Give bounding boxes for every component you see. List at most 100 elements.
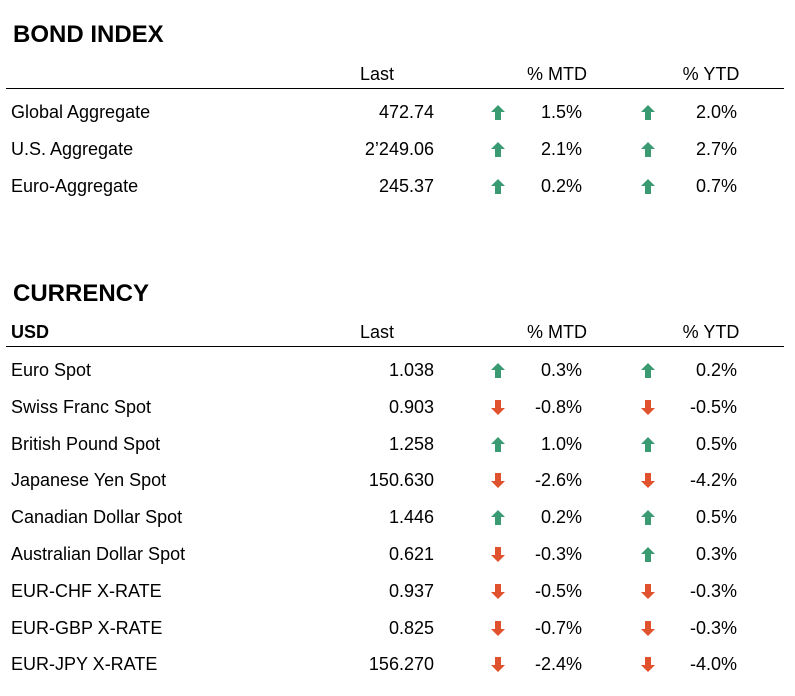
table-row: Australian Dollar Spot 0.621 -0.3% 0.3%: [6, 536, 784, 573]
table-row: Euro Spot 1.038 0.3% 0.2%: [6, 352, 784, 389]
mtd-direction: [490, 472, 506, 489]
bond-index-section: BOND INDEX Last % MTD % YTD Global Aggre…: [6, 0, 784, 210]
currency-header-row: USD Last % MTD % YTD: [6, 320, 784, 347]
mtd-direction: [490, 546, 506, 563]
row-name: Global Aggregate: [11, 102, 151, 122]
row-name: EUR-GBP X-RATE: [11, 617, 163, 638]
ytd-direction: [640, 141, 656, 158]
row-name: British Pound Spot: [11, 433, 161, 454]
row-mtd-value: 0.3%: [540, 360, 582, 380]
ytd-direction: [640, 436, 656, 453]
arrow-up-icon: [641, 436, 655, 452]
table-row: Canadian Dollar Spot 1.446 0.2% 0.5%: [6, 499, 784, 536]
row-last-value: 1.446: [388, 507, 434, 528]
mtd-direction: [490, 656, 506, 673]
currency-rows: Euro Spot 1.038 0.3% 0.2% Swiss Franc Spot 0.…: [6, 352, 784, 683]
row-last-value: 150.630: [368, 470, 434, 491]
currency-header-ytd: % YTD: [682, 322, 740, 342]
arrow-up-icon: [491, 105, 505, 120]
ytd-direction: [640, 362, 656, 379]
ytd-direction: [640, 472, 656, 489]
table-row: Japanese Yen Spot 150.630 -2.6% -4.2%: [6, 462, 784, 499]
row-name: Japanese Yen Spot: [11, 470, 167, 491]
arrow-up-icon: [641, 178, 655, 194]
arrow-up-icon: [641, 105, 655, 120]
row-ytd-value: -0.3%: [689, 617, 737, 638]
row-name: Australian Dollar Spot: [11, 543, 186, 564]
row-mtd-value: 2.1%: [540, 138, 582, 159]
arrow-down-icon: [641, 657, 655, 673]
row-last-value: 1.038: [388, 360, 434, 380]
row-name: EUR-CHF X-RATE: [11, 580, 162, 601]
arrow-down-icon: [491, 583, 505, 599]
arrow-down-icon: [491, 657, 505, 673]
row-ytd-value: 0.2%: [695, 360, 737, 380]
row-name: EUR-JPY X-RATE: [11, 654, 158, 675]
mtd-direction: [490, 509, 506, 526]
arrow-down-icon: [491, 399, 505, 415]
row-mtd-value: -0.3%: [534, 543, 582, 564]
bond-index-header-row: Last % MTD % YTD: [6, 62, 784, 89]
arrow-down-icon: [491, 546, 505, 562]
row-name: Euro Spot: [11, 360, 92, 380]
arrow-up-icon: [491, 363, 505, 378]
row-last-value: 0.937: [388, 580, 434, 601]
table-row: Swiss Franc Spot 0.903 -0.8% -0.5%: [6, 389, 784, 426]
arrow-up-icon: [641, 363, 655, 378]
arrow-up-icon: [641, 546, 655, 562]
row-mtd-value: 0.2%: [540, 507, 582, 528]
mtd-direction: [490, 436, 506, 453]
row-name: Canadian Dollar Spot: [11, 507, 183, 528]
arrow-up-icon: [491, 178, 505, 194]
arrow-down-icon: [641, 620, 655, 636]
bond-index-header-mtd: % MTD: [527, 64, 587, 84]
mtd-direction: [490, 141, 506, 158]
row-mtd-value: -2.4%: [534, 654, 582, 675]
row-mtd-value: 1.0%: [540, 433, 582, 454]
table-row: British Pound Spot 1.258 1.0% 0.5%: [6, 426, 784, 463]
arrow-down-icon: [641, 399, 655, 415]
table-row: Euro-Aggregate 245.37 0.2% 0.7%: [6, 168, 784, 205]
table-row: U.S. Aggregate 2’249.06 2.1% 2.7%: [6, 131, 784, 168]
currency-section: CURRENCY USD Last % MTD % YTD Euro Spot 1…: [6, 260, 784, 696]
arrow-up-icon: [641, 510, 655, 526]
currency-header-mtd: % MTD: [527, 322, 587, 342]
mtd-direction: [490, 178, 506, 195]
bond-index-title: BOND INDEX: [13, 21, 164, 48]
arrow-up-icon: [641, 141, 655, 157]
row-ytd-value: -4.2%: [689, 470, 737, 491]
row-mtd-value: -2.6%: [534, 470, 582, 491]
arrow-up-icon: [491, 510, 505, 526]
row-ytd-value: 0.7%: [695, 175, 737, 196]
bond-index-header-last: Last: [359, 64, 395, 84]
row-last-value: 156.270: [368, 654, 434, 675]
currency-header-last: Last: [359, 322, 395, 342]
ytd-direction: [640, 178, 656, 195]
row-last-value: 472.74: [378, 102, 434, 122]
mtd-direction: [490, 362, 506, 379]
row-ytd-value: 2.7%: [695, 138, 737, 159]
ytd-direction: [640, 656, 656, 673]
table-row: Global Aggregate 472.74 1.5% 2.0%: [6, 94, 784, 131]
mtd-direction: [490, 620, 506, 637]
mtd-direction: [490, 399, 506, 416]
row-last-value: 1.258: [388, 433, 434, 454]
row-mtd-value: -0.7%: [534, 617, 582, 638]
mtd-direction: [490, 104, 506, 121]
row-ytd-value: -0.3%: [689, 580, 737, 601]
arrow-up-icon: [491, 436, 505, 452]
ytd-direction: [640, 583, 656, 600]
row-ytd-value: 0.5%: [695, 507, 737, 528]
row-ytd-value: -0.5%: [689, 396, 737, 417]
bond-index-header-ytd: % YTD: [682, 64, 740, 84]
row-ytd-value: -4.0%: [689, 654, 737, 675]
currency-title: CURRENCY: [13, 280, 150, 307]
ytd-direction: [640, 399, 656, 416]
row-mtd-value: -0.8%: [534, 396, 582, 417]
row-ytd-value: 0.3%: [695, 543, 737, 564]
arrow-down-icon: [491, 620, 505, 636]
ytd-direction: [640, 620, 656, 637]
table-row: EUR-CHF X-RATE 0.937 -0.5% -0.3%: [6, 573, 784, 610]
row-last-value: 2’249.06: [364, 138, 434, 159]
bond-index-rows: Global Aggregate 472.74 1.5% 2.0% U.S. Aggre…: [6, 94, 784, 204]
